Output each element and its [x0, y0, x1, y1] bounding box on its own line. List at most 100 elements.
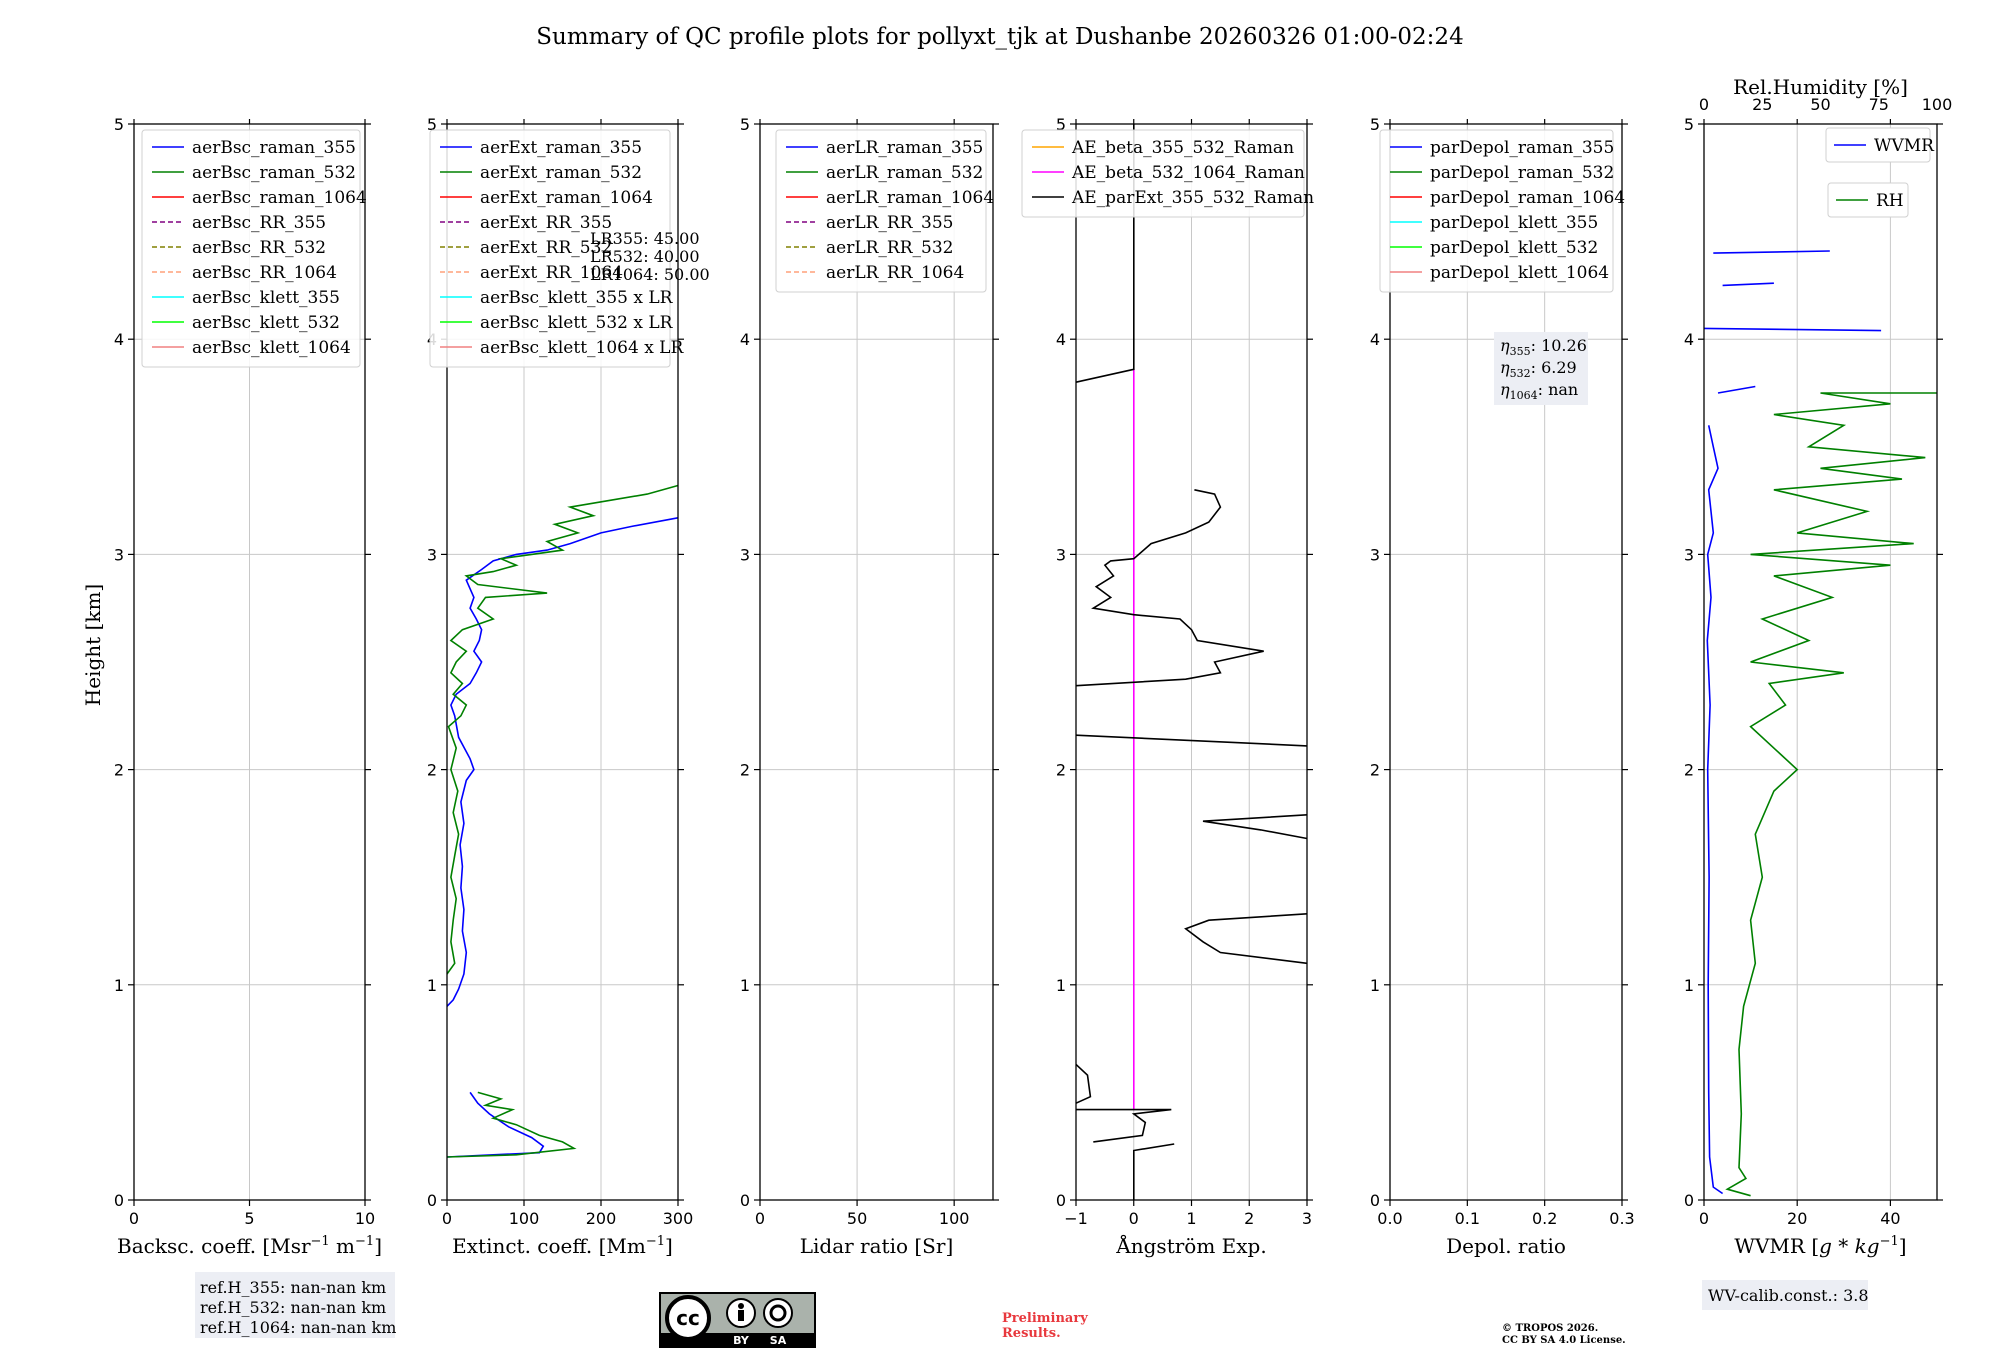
legend-box [1021, 129, 1305, 218]
x-axis-label-bsc: Backsc. coeff. [Msr−1 m−1] [117, 1234, 382, 1258]
faded-lr-note: LR532: 40.00 [590, 247, 700, 266]
legend-label: aerExt_raman_532 [480, 163, 642, 183]
legend-label: AE_beta_532_1064_Raman [1071, 163, 1305, 183]
eta-1064: η1064: nan [1500, 380, 1578, 402]
legend-label: aerLR_raman_355 [826, 138, 983, 158]
legend-label: RH [1876, 191, 1904, 211]
ref-height-355: ref.H_355: nan-nan km [200, 1278, 386, 1297]
panel-depol: 0.0 0.1 0.2 0.3 0 1 2 3 4 5 Depol. ratio parDepol_r… [1370, 115, 1635, 1258]
ytick-label: 4 [1370, 330, 1380, 349]
legend-box [775, 129, 987, 293]
xtick-label: 0.0 [1377, 1209, 1402, 1228]
ytick-label: 2 [427, 761, 437, 780]
legend-wvmr: WVMR [1825, 127, 1935, 163]
axes-frame-depol [1389, 123, 1623, 1201]
ref-height-1064: ref.H_1064: nan-nan km [200, 1318, 396, 1337]
ytick-label: 5 [1684, 115, 1694, 134]
legend-label: AE_beta_355_532_Raman [1071, 138, 1294, 158]
series-aerExt_raman_355_low [446, 1091, 545, 1158]
legend-lr: aerLR_raman_355 aerLR_raman_532 aerLR_rama… [775, 129, 994, 293]
ytick-label: 1 [1056, 976, 1066, 995]
top-xtick-label: 75 [1869, 95, 1889, 114]
legend-box [141, 129, 361, 368]
ytick-label: 1 [1370, 976, 1380, 995]
wv-calib-box: WV-calib.const.: 3.8 [1702, 1280, 1869, 1310]
copyright-line2: CC BY SA 4.0 License. [1502, 1335, 1626, 1346]
xtick-label: 0.2 [1532, 1209, 1557, 1228]
legend-label: aerLR_raman_1064 [826, 188, 994, 208]
legend-rh: RH [1827, 182, 1909, 218]
series-WVMR_low [1706, 425, 1724, 1195]
preliminary-line1: Preliminary [1002, 1311, 1088, 1326]
ytick-label: 2 [1684, 761, 1694, 780]
legend-label: aerBsc_raman_532 [192, 163, 356, 183]
series-RH_profile [1725, 392, 1937, 1197]
ref-height-box: ref.H_355: nan-nan km ref.H_532: nan-nan… [195, 1272, 396, 1338]
axes-frame-lr [759, 123, 994, 1201]
xtick-label: 0.3 [1609, 1209, 1634, 1228]
ytick-label: 4 [114, 330, 124, 349]
panel-bsc: 0 5 10 0 1 2 3 4 5 Backsc. coeff. [Msr−1 m−1] aerB… [114, 115, 382, 1258]
legend-box [1379, 129, 1614, 293]
cc-icon [665, 1295, 711, 1341]
legend-label: aerBsc_klett_1064 [192, 338, 351, 358]
ytick-label: 5 [427, 115, 437, 134]
legend-label: aerLR_RR_1064 [826, 263, 964, 283]
cc-text: cc [676, 1306, 700, 1330]
top-xtick-label: 50 [1810, 95, 1830, 114]
by-label: BY [733, 1334, 750, 1347]
sa-icon [763, 1298, 793, 1328]
panel-ext: 0100200300012345Extinct. coeff. [Mm−1]ae… [427, 115, 710, 1258]
series-WVMR_c [1703, 327, 1882, 332]
series-AE_parExt_355_532_Raman_g [1075, 1063, 1092, 1104]
legend-label: aerExt_RR_532 [480, 238, 612, 258]
legend-label: parDepol_klett_1064 [1430, 263, 1609, 283]
ytick-label: 2 [1370, 761, 1380, 780]
panel-lr: 0 50 100 0 1 2 3 4 5 Lidar ratio [Sr] aerLR_raman_… [740, 115, 999, 1258]
top-xtick-label: 100 [1922, 95, 1953, 114]
ytick-label: 1 [427, 976, 437, 995]
series-AE_parExt_355_532_Raman_e [1202, 814, 1308, 840]
legend-bsc: aerBsc_raman_355 aerBsc_raman_532 aerBsc_r… [141, 129, 367, 368]
ref-height-background [195, 1272, 395, 1338]
ytick-label: 3 [1684, 545, 1694, 564]
xtick-label: 0 [755, 1209, 765, 1228]
ytick-label: 0 [1370, 1191, 1380, 1210]
eta-background [1494, 332, 1588, 405]
xtick-label: 3 [1302, 1209, 1312, 1228]
eta-532: η532: 6.29 [1500, 358, 1577, 380]
series-AE_parExt_355_532_Raman_i [1133, 1143, 1175, 1200]
series-AE_parExt_355_532_Raman_d [1075, 734, 1308, 747]
top-x-axis-label: Rel.Humidity [%] [1733, 75, 1908, 99]
legend-label: parDepol_raman_1064 [1430, 188, 1625, 208]
ytick-label: 4 [740, 330, 750, 349]
legend-label: aerExt_raman_1064 [480, 188, 653, 208]
legend-box [1825, 127, 1931, 163]
legend-box [429, 129, 671, 368]
legend-label: AE_parExt_355_532_Raman [1071, 188, 1314, 208]
legend-label: aerBsc_RR_355 [192, 213, 326, 233]
faded-lr-note: LR355: 45.00 [590, 229, 700, 248]
ytick-label: 3 [740, 545, 750, 564]
wv-calib-background [1702, 1280, 1868, 1310]
legend-label: aerBsc_klett_532 x LR [480, 313, 674, 333]
ytick-label: 2 [114, 761, 124, 780]
xtick-label: 2 [1244, 1209, 1254, 1228]
xtick-label: 300 [663, 1209, 694, 1228]
xtick-label: −1 [1064, 1209, 1088, 1228]
series-AE_parExt_355_532_Raman_f [1184, 913, 1308, 965]
ytick-label: 0 [427, 1191, 437, 1210]
xtick-label: 100 [939, 1209, 970, 1228]
legend-label: aerExt_RR_1064 [480, 263, 623, 283]
panel-wv: 0 20 40 0 1 2 3 4 5 WVMR [g * kg−1] 0 25 50 75 100 Rel.… [1684, 75, 1952, 1310]
ytick-label: 3 [427, 545, 437, 564]
legend-label: aerBsc_raman_355 [192, 138, 356, 158]
series-AE_parExt_355_532_Raman_c [1075, 489, 1264, 687]
eta-355: η355: 10.26 [1500, 336, 1587, 358]
x-axis-label-lr: Lidar ratio [Sr] [800, 1234, 954, 1258]
xtick-label: 50 [847, 1209, 867, 1228]
series-aerExt_raman_532 [446, 484, 679, 975]
